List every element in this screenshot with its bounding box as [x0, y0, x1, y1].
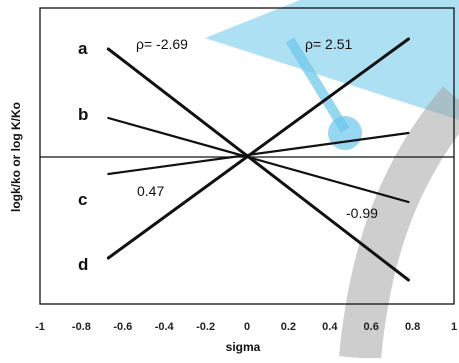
watermark-blue-stem [285, 37, 350, 133]
watermark-grey-arc [339, 86, 459, 360]
panel-label-a: a [78, 39, 88, 58]
line-c [107, 131, 410, 176]
panel-label-c: c [78, 190, 87, 209]
watermark-blue-shape [205, 0, 459, 120]
x-tick-label: 1 [451, 321, 457, 333]
series-lines [106, 37, 410, 282]
plot-frame [39, 7, 455, 305]
y-axis-title: logk/ko or log K/Ko [9, 102, 23, 212]
x-axis-title: sigma [226, 340, 261, 354]
line-a [106, 47, 410, 282]
panel-label-b: b [78, 105, 88, 124]
x-tick-label: -0.2 [196, 321, 215, 333]
line-b [107, 116, 410, 204]
rho-label-a: ρ= -2.69 [136, 36, 188, 52]
x-tick-label: -1 [35, 321, 45, 333]
rho-label-c: 0.47 [137, 183, 164, 199]
x-tick-label: 0.4 [322, 321, 338, 333]
x-tick-label: -0.8 [72, 321, 91, 333]
panel-label-d: d [78, 255, 88, 274]
x-tick-labels: -1 -0.8 -0.6 -0.4 -0.2 0 0.2 0.4 0.6 0.8 1 [35, 321, 457, 333]
rho-label-right: ρ= 2.51 [305, 36, 352, 52]
x-tick-label: 0 [244, 321, 250, 333]
x-tick-label: 0.6 [364, 321, 379, 333]
watermark-blue-dot [328, 116, 362, 150]
watermark [205, 0, 459, 360]
x-tick-label: -0.6 [113, 321, 132, 333]
x-tick-label: 0.2 [281, 321, 296, 333]
x-tick-label: -0.4 [155, 321, 175, 333]
line-d [106, 37, 410, 260]
rho-label-lower-right: -0.99 [346, 205, 378, 221]
x-tick-label: 0.8 [405, 321, 420, 333]
